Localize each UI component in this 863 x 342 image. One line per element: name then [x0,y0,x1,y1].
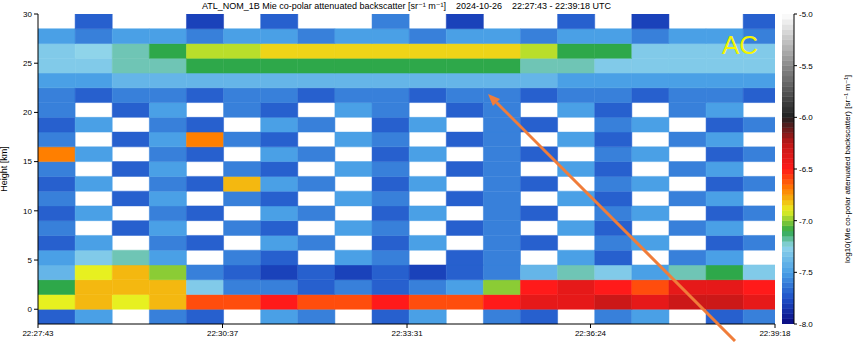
svg-text:0: 0 [28,305,33,314]
svg-text:22:27:43: 22:27:43 [22,329,54,338]
svg-text:20: 20 [23,108,32,117]
svg-text:10: 10 [23,207,32,216]
svg-text:22:36:24: 22:36:24 [575,329,607,338]
svg-text:22:30:37: 22:30:37 [207,329,239,338]
svg-text:-5.0: -5.0 [799,10,813,19]
svg-text:-6.5: -6.5 [799,165,813,174]
html-text:ATL_NOM_1B Mie co-polar attenu: ATL_NOM_1B Mie co-polar attenuated backs… [202,1,611,11]
svg-text:22:33:31: 22:33:31 [391,329,423,338]
svg-text:22:39:18: 22:39:18 [759,329,791,338]
svg-text:log10(Mie co-polar attenuated: log10(Mie co-polar attenuated backscatte… [843,75,852,263]
svg-text:15: 15 [23,157,32,166]
svg-text:Height [km]: Height [km] [0,146,9,192]
svg-text:-6.0: -6.0 [799,113,813,122]
svg-text:5: 5 [28,256,33,265]
svg-text:-8.0: -8.0 [799,320,813,329]
svg-text:-7.5: -7.5 [799,268,813,277]
svg-text:30: 30 [23,10,32,19]
svg-text:AC: AC [722,30,758,60]
svg-text:-7.0: -7.0 [799,217,813,226]
svg-text:-5.5: -5.5 [799,62,813,71]
svg-text:25: 25 [23,59,32,68]
